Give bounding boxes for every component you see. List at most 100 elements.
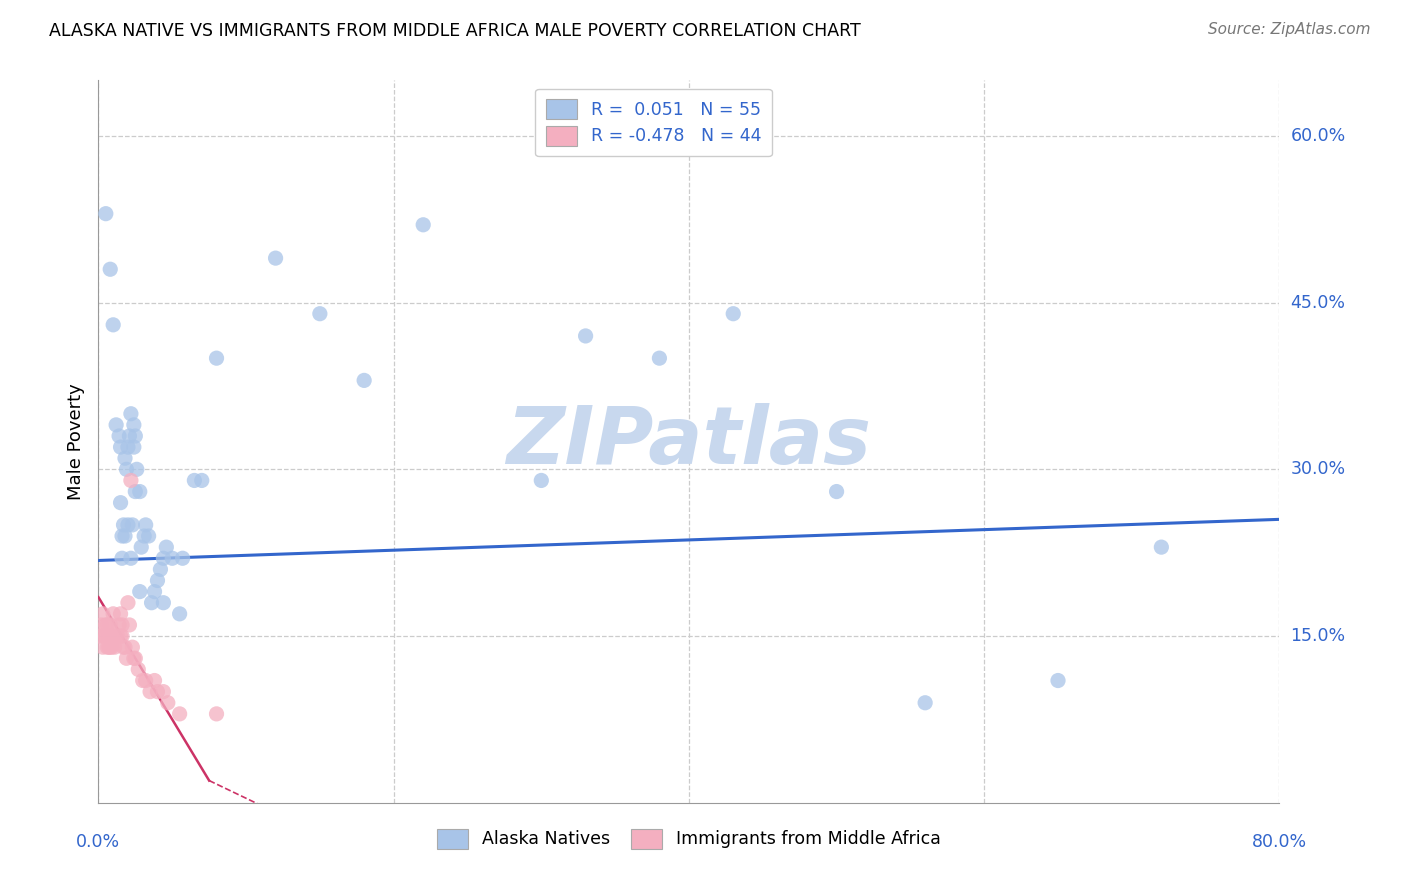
Point xyxy=(135,517,157,532)
Text: ALASKA NATIVE VS IMMIGRANTS FROM MIDDLE AFRICA MALE POVERTY CORRELATION CHART: ALASKA NATIVE VS IMMIGRANTS FROM MIDDLE … xyxy=(49,22,860,40)
Point xyxy=(111,551,134,566)
Point xyxy=(143,584,166,599)
Point xyxy=(111,618,134,632)
Point xyxy=(146,684,169,698)
Point xyxy=(169,607,191,621)
Point xyxy=(117,440,139,454)
Point xyxy=(120,474,142,488)
Point xyxy=(205,706,228,721)
Point xyxy=(105,629,128,643)
Point xyxy=(100,629,122,643)
Point xyxy=(97,640,120,655)
Point xyxy=(723,307,745,321)
Point xyxy=(110,496,132,510)
Point xyxy=(90,618,112,632)
Point xyxy=(169,706,191,721)
Point xyxy=(120,407,142,421)
Point xyxy=(152,596,174,610)
Point xyxy=(94,629,117,643)
Text: 0.0%: 0.0% xyxy=(76,833,121,851)
Point xyxy=(122,440,145,454)
Text: 45.0%: 45.0% xyxy=(1291,293,1346,311)
Legend: Alaska Natives, Immigrants from Middle Africa: Alaska Natives, Immigrants from Middle A… xyxy=(430,822,948,855)
Point xyxy=(155,540,177,554)
Point xyxy=(98,262,121,277)
Point xyxy=(138,529,160,543)
Point xyxy=(191,474,214,488)
Point xyxy=(108,429,131,443)
Point xyxy=(134,529,156,543)
Point xyxy=(129,540,152,554)
Point xyxy=(152,551,174,566)
Point xyxy=(141,596,163,610)
Point xyxy=(135,673,157,688)
Point xyxy=(115,462,138,476)
Point xyxy=(121,640,143,655)
Point xyxy=(114,640,136,655)
Y-axis label: Male Poverty: Male Poverty xyxy=(66,384,84,500)
Point xyxy=(122,651,145,665)
Point xyxy=(103,629,125,643)
Point xyxy=(91,607,114,621)
Point xyxy=(353,373,375,387)
Text: 60.0%: 60.0% xyxy=(1291,127,1346,145)
Point xyxy=(103,318,125,332)
Point xyxy=(115,651,138,665)
Point xyxy=(89,629,111,643)
Point xyxy=(107,629,129,643)
Point xyxy=(121,517,143,532)
Point xyxy=(96,618,118,632)
Point xyxy=(118,429,141,443)
Point xyxy=(98,640,121,655)
Point xyxy=(110,440,132,454)
Text: Source: ZipAtlas.com: Source: ZipAtlas.com xyxy=(1208,22,1371,37)
Point xyxy=(172,551,194,566)
Point xyxy=(205,351,228,366)
Point xyxy=(149,562,172,576)
Point xyxy=(1150,540,1173,554)
Point xyxy=(100,640,122,655)
Text: 80.0%: 80.0% xyxy=(1251,833,1308,851)
Text: 30.0%: 30.0% xyxy=(1291,460,1346,478)
Point xyxy=(152,684,174,698)
Point xyxy=(104,640,127,655)
Point xyxy=(110,607,132,621)
Point xyxy=(93,629,115,643)
Point xyxy=(97,629,120,643)
Text: ZIPatlas: ZIPatlas xyxy=(506,402,872,481)
Point xyxy=(139,684,162,698)
Point xyxy=(914,696,936,710)
Point xyxy=(648,351,671,366)
Point xyxy=(98,618,121,632)
Point xyxy=(112,517,135,532)
Point xyxy=(128,484,150,499)
Point xyxy=(143,673,166,688)
Point xyxy=(156,696,179,710)
Point xyxy=(162,551,183,566)
Point xyxy=(1046,673,1070,688)
Text: 15.0%: 15.0% xyxy=(1291,627,1346,645)
Point xyxy=(825,484,848,499)
Point xyxy=(110,629,132,643)
Point xyxy=(114,451,136,466)
Point xyxy=(105,417,128,432)
Point xyxy=(117,596,139,610)
Point xyxy=(111,529,134,543)
Point xyxy=(114,529,136,543)
Point xyxy=(120,551,142,566)
Point xyxy=(122,417,145,432)
Point xyxy=(146,574,169,588)
Point xyxy=(125,462,148,476)
Point xyxy=(264,251,287,265)
Point xyxy=(132,673,155,688)
Point xyxy=(112,640,135,655)
Point xyxy=(118,618,141,632)
Point xyxy=(111,629,134,643)
Point xyxy=(309,307,332,321)
Point xyxy=(91,640,114,655)
Point xyxy=(108,618,131,632)
Point xyxy=(96,640,118,655)
Point xyxy=(124,651,146,665)
Point xyxy=(94,207,117,221)
Point xyxy=(128,584,150,599)
